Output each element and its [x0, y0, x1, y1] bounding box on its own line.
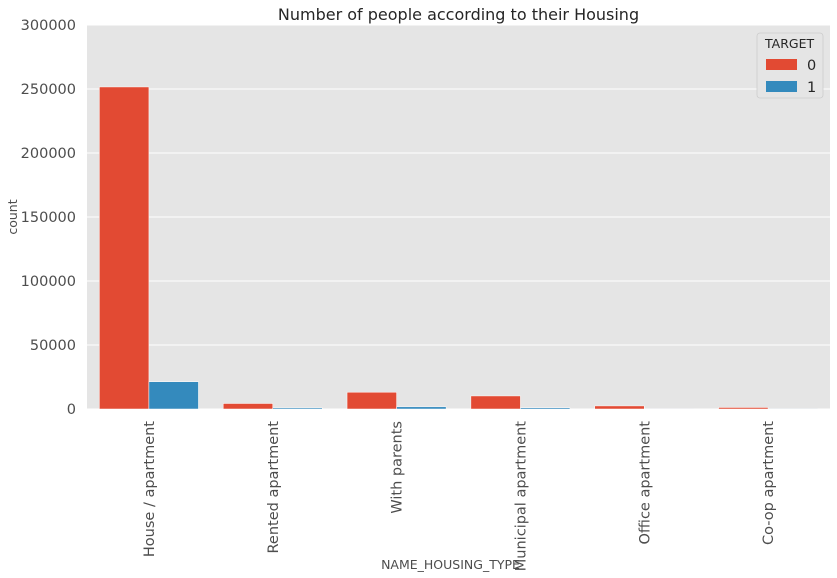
x-tick-label: Rented apartment [266, 421, 282, 554]
legend: TARGET 01 [756, 32, 824, 99]
y-axis-ticks: 0 50000 100000 150000 200000 250000 300000 [21, 18, 76, 418]
legend-label-1: 1 [807, 80, 816, 96]
bar-target-0 [594, 405, 645, 410]
bar-target-1 [148, 381, 199, 410]
y-tick-label: 300000 [21, 18, 76, 34]
legend-swatch-0 [766, 59, 797, 70]
legend-label-0: 0 [807, 58, 816, 74]
x-axis-ticks: House / apartment Rented apartment With pa… [142, 421, 777, 572]
y-tick-label: 150000 [21, 210, 76, 226]
bar-target-1 [520, 407, 571, 410]
y-tick-label: 50000 [30, 338, 76, 354]
legend-items: 01 [766, 58, 816, 96]
x-axis-label: NAME_HOUSING_TYPE [381, 557, 520, 572]
bar-target-0 [99, 86, 150, 410]
gridlines [87, 24, 830, 410]
y-tick-label: 250000 [21, 82, 76, 98]
legend-title: TARGET [764, 36, 814, 51]
bar-target-1 [396, 406, 447, 410]
x-tick-label: With parents [390, 421, 406, 514]
y-axis-label: count [5, 199, 20, 234]
y-tick-label: 0 [67, 402, 76, 418]
legend-swatch-1 [766, 81, 797, 92]
y-tick-label: 100000 [21, 274, 76, 290]
chart-title: Number of people according to their Hous… [278, 5, 639, 24]
bar-target-0 [470, 395, 521, 410]
x-tick-label: Municipal apartment [513, 421, 529, 572]
bars [99, 86, 818, 410]
x-tick-label: Office apartment [637, 421, 653, 545]
x-tick-label: Co-op apartment [761, 421, 777, 545]
x-tick-label: House / apartment [142, 421, 158, 557]
bar-target-0 [222, 403, 273, 410]
y-tick-label: 200000 [21, 146, 76, 162]
bar-target-1 [272, 407, 323, 410]
bar-target-0 [718, 407, 769, 410]
bar-target-0 [346, 391, 397, 410]
